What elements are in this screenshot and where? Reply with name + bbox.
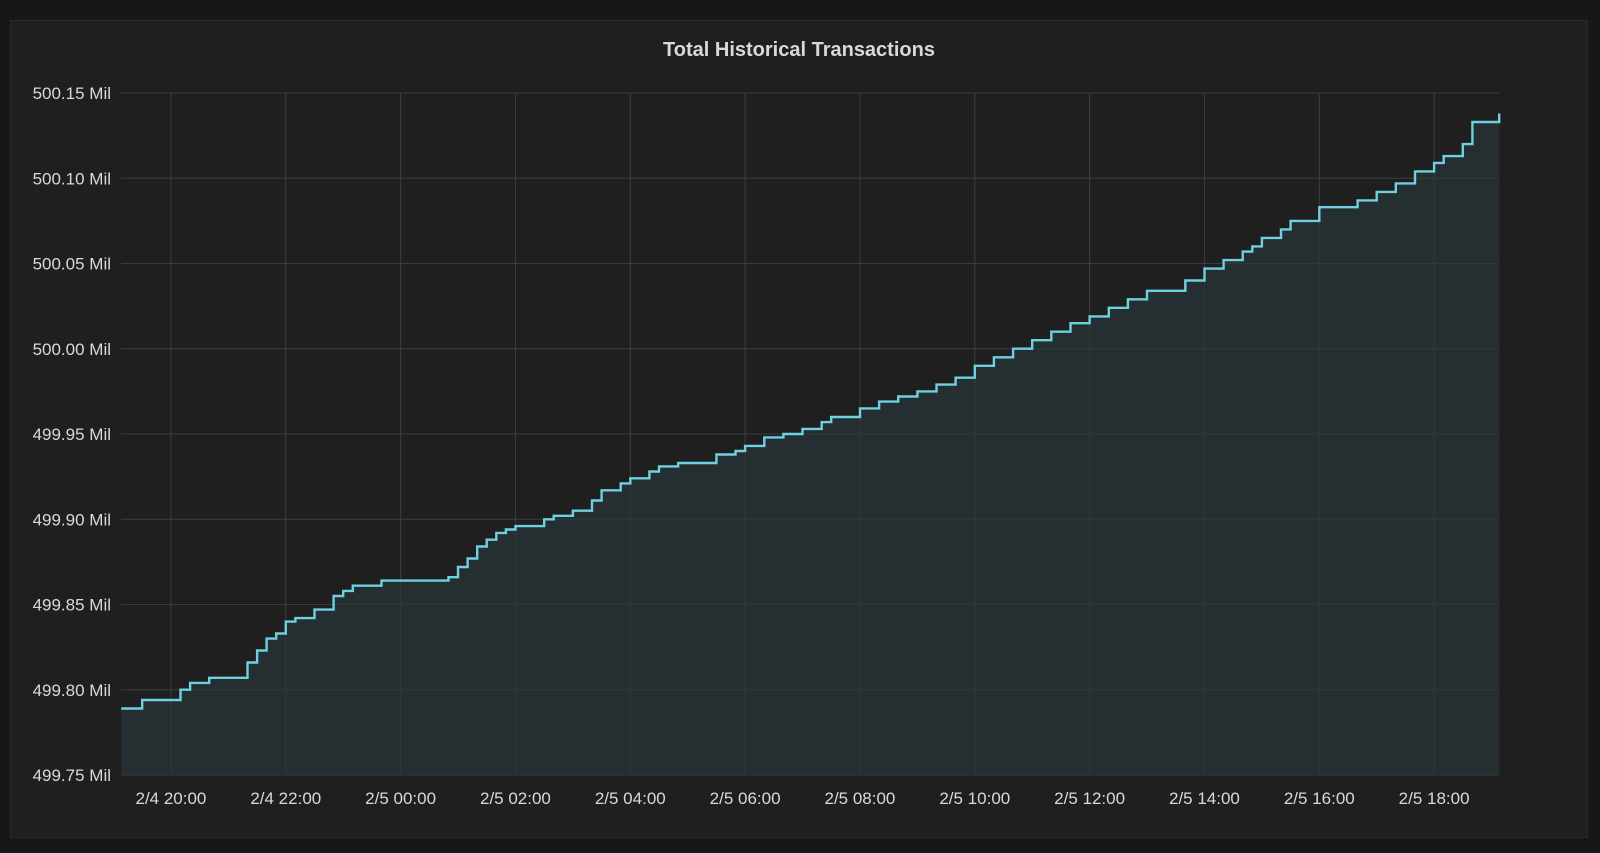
chart-title: Total Historical Transactions <box>663 39 935 61</box>
y-tick-label: 499.95 Mil <box>33 425 111 444</box>
x-tick-label: 2/5 12:00 <box>1054 789 1125 808</box>
y-tick-label: 500.00 Mil <box>33 340 111 359</box>
x-axis: 2/4 20:00 2/4 22:00 2/5 00:00 2/5 02:00 2/5 … <box>135 789 1469 808</box>
grid-lines-overlay <box>121 92 1499 776</box>
line-layer <box>121 113 1501 710</box>
x-tick-label: 2/4 20:00 <box>135 789 206 808</box>
y-axis: 499.75 Mil 499.80 Mil 499.85 Mil 499.90 Mil… <box>33 84 111 785</box>
line-chart: 499.75 Mil 499.80 Mil 499.85 Mil 499.90 Mil… <box>33 84 1501 808</box>
x-tick-label: 2/5 08:00 <box>824 789 895 808</box>
y-tick-label: 499.85 Mil <box>33 596 111 615</box>
x-tick-label: 2/5 02:00 <box>480 789 551 808</box>
x-tick-label: 2/4 22:00 <box>250 789 321 808</box>
y-tick-label: 500.05 Mil <box>33 255 111 274</box>
y-tick-label: 500.10 Mil <box>33 169 111 188</box>
area-layer <box>121 113 1500 775</box>
y-tick-label: 499.75 Mil <box>33 766 111 785</box>
x-tick-label: 2/5 04:00 <box>595 789 666 808</box>
x-tick-label: 2/5 10:00 <box>939 789 1010 808</box>
series-line <box>121 113 1501 710</box>
y-tick-label: 500.15 Mil <box>33 84 111 103</box>
x-tick-label: 2/5 14:00 <box>1169 789 1240 808</box>
y-tick-label: 499.90 Mil <box>33 510 111 529</box>
x-tick-label: 2/5 16:00 <box>1284 789 1355 808</box>
y-tick-label: 499.80 Mil <box>33 681 111 700</box>
x-tick-label: 2/5 06:00 <box>710 789 781 808</box>
series-area <box>121 113 1500 775</box>
x-tick-label: 2/5 00:00 <box>365 789 436 808</box>
chart-panel: Total Historical Transactions 499.75 Mil… <box>10 20 1588 838</box>
x-tick-label: 2/5 18:00 <box>1399 789 1470 808</box>
